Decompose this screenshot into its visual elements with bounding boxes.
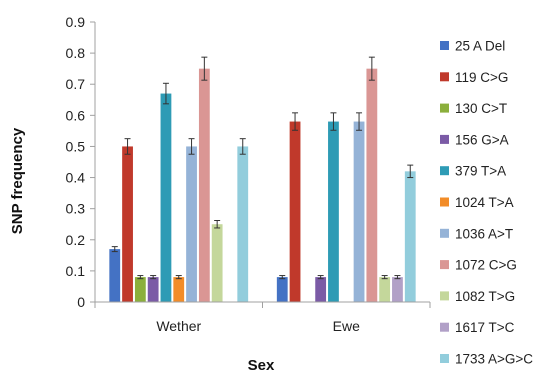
y-axis-ticks: 0 0.1 0.2 0.3 0.4 0.5 0.6 0.7 0.8 0.9 xyxy=(66,14,95,310)
legend-swatch-3 xyxy=(440,134,449,144)
bar-6-0 xyxy=(186,146,197,302)
legend-label-7: 1072 C>G xyxy=(455,258,517,273)
y-tick-label: 0 xyxy=(77,294,85,310)
error-bar-7-1 xyxy=(368,56,375,81)
legend-label-9: 1617 T>C xyxy=(455,320,515,335)
bar-8-1 xyxy=(379,277,391,302)
bar-3-0 xyxy=(147,277,159,302)
error-bar-2-0 xyxy=(137,275,144,280)
bar-1-0 xyxy=(122,146,133,302)
legend-label-3: 156 G>A xyxy=(455,132,509,147)
error-bar-9-1 xyxy=(394,275,401,280)
error-bar-1-0 xyxy=(124,138,131,155)
legend-swatch-1 xyxy=(440,72,449,82)
x-axis-ticks: Wether Ewe xyxy=(94,302,431,334)
bar-9-1 xyxy=(392,277,403,302)
bar-1-1 xyxy=(289,121,301,302)
x-axis-title: Sex xyxy=(248,357,275,374)
bar-3-1 xyxy=(315,277,327,302)
x-tick-label-ewe: Ewe xyxy=(333,318,360,334)
legend: 25 A Del 119 C>G 130 C>T 156 G>A 379 T>A 1024… xyxy=(440,39,533,367)
bar-8-0 xyxy=(211,224,223,302)
y-tick-label: 0.9 xyxy=(66,14,86,30)
error-bar-3-0 xyxy=(150,275,157,280)
legend-label-6: 1036 A>T xyxy=(455,226,513,241)
legend-swatch-8 xyxy=(440,291,449,301)
legend-swatch-0 xyxy=(440,41,449,50)
bar-10-0 xyxy=(237,146,249,302)
bar-5-0 xyxy=(173,277,185,302)
error-bar-10-0 xyxy=(239,138,246,155)
legend-label-0: 25 A Del xyxy=(455,39,505,54)
y-tick-label: 0.1 xyxy=(66,263,86,279)
bar-0-1 xyxy=(276,277,288,302)
y-tick-label: 0.7 xyxy=(66,76,86,92)
y-tick-label: 0.6 xyxy=(66,107,86,123)
error-bar-6-0 xyxy=(188,138,195,155)
bars xyxy=(109,68,416,303)
legend-swatch-6 xyxy=(440,228,449,238)
legend-label-5: 1024 T>A xyxy=(455,195,514,210)
y-tick-label: 0.8 xyxy=(66,45,86,61)
legend-swatch-4 xyxy=(440,166,449,176)
y-tick-label: 0.5 xyxy=(66,138,86,154)
legend-label-8: 1082 T>G xyxy=(455,289,515,304)
bar-10-1 xyxy=(404,171,416,302)
error-bar-4-0 xyxy=(162,82,169,105)
legend-label-10: 1733 A>G>C xyxy=(455,352,533,367)
bar-4-0 xyxy=(160,93,172,302)
error-bar-8-1 xyxy=(381,275,388,280)
legend-label-2: 130 C>T xyxy=(455,101,507,116)
error-bars xyxy=(111,56,414,280)
y-tick-label: 0.2 xyxy=(66,232,86,248)
legend-label-1: 119 C>G xyxy=(455,70,508,85)
legend-label-4: 379 T>A xyxy=(455,164,506,179)
bar-6-1 xyxy=(353,121,365,302)
legend-swatch-5 xyxy=(440,197,449,207)
error-bar-10-1 xyxy=(407,164,414,179)
error-bar-5-0 xyxy=(175,275,182,280)
error-bar-4-1 xyxy=(330,112,337,131)
bar-0-0 xyxy=(109,249,121,302)
bar-7-1 xyxy=(366,68,378,303)
error-bar-3-1 xyxy=(317,275,324,280)
error-bar-7-0 xyxy=(201,56,208,81)
bar-4-1 xyxy=(328,121,339,302)
x-tick-label-wether: Wether xyxy=(156,318,201,334)
error-bar-0-1 xyxy=(279,275,286,280)
y-axis-title: SNP frequency xyxy=(9,127,26,234)
y-tick-label: 0.3 xyxy=(66,201,86,217)
error-bar-1-1 xyxy=(292,112,299,131)
legend-swatch-7 xyxy=(440,260,449,270)
bar-7-0 xyxy=(198,68,210,303)
y-tick-label: 0.4 xyxy=(66,170,86,186)
legend-swatch-9 xyxy=(440,322,449,332)
error-bar-8-0 xyxy=(214,219,221,229)
error-bar-0-0 xyxy=(111,246,118,253)
legend-swatch-2 xyxy=(440,103,449,113)
error-bar-6-1 xyxy=(356,112,363,131)
bar-2-0 xyxy=(134,277,146,302)
legend-swatch-10 xyxy=(440,354,449,363)
